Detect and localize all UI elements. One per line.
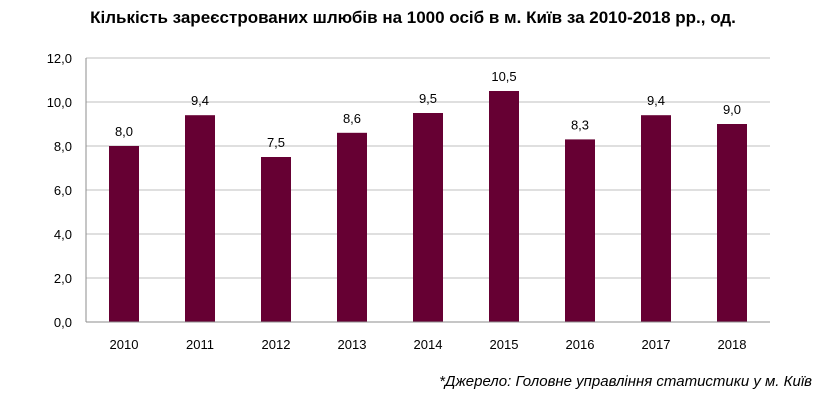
- bar-2010: [109, 146, 139, 322]
- data-label: 9,4: [647, 93, 665, 108]
- y-tick-label: 10,0: [47, 95, 72, 110]
- data-label: 9,5: [419, 91, 437, 106]
- x-tick-label: 2018: [718, 337, 747, 352]
- y-axis-ticks: 0,0 2,0 4,0 6,0 8,0 10,0 12,0: [47, 51, 72, 330]
- data-label: 8,3: [571, 117, 589, 132]
- x-tick-label: 2012: [262, 337, 291, 352]
- bar-2017: [641, 115, 671, 322]
- data-labels: 8,0 9,4 7,5 8,6 9,5 10,5 8,3 9,4 9,0: [115, 69, 741, 150]
- y-tick-label: 8,0: [54, 139, 72, 154]
- x-tick-label: 2014: [414, 337, 443, 352]
- y-tick-label: 6,0: [54, 183, 72, 198]
- bar-2015: [489, 91, 519, 322]
- x-tick-label: 2017: [642, 337, 671, 352]
- bars: [109, 91, 747, 322]
- x-tick-label: 2010: [110, 337, 139, 352]
- data-label: 7,5: [267, 135, 285, 150]
- bar-2016: [565, 139, 595, 322]
- bar-2018: [717, 124, 747, 322]
- x-axis-ticks: 2010 2011 2012 2013 2014 2015 2016 2017 2018: [86, 321, 770, 352]
- x-tick-label: 2011: [186, 337, 214, 352]
- x-tick-label: 2015: [490, 337, 519, 352]
- data-label: 9,0: [723, 102, 741, 117]
- x-tick-label: 2016: [566, 337, 595, 352]
- bar-2013: [337, 132, 367, 322]
- x-tick-label: 2013: [338, 337, 367, 352]
- y-tick-label: 0,0: [54, 315, 72, 330]
- data-label: 8,6: [343, 111, 361, 126]
- bar-2012: [261, 157, 291, 322]
- data-label: 8,0: [115, 124, 133, 139]
- source-note: *Джерело: Головне управління статистики …: [439, 373, 812, 390]
- y-tick-label: 2,0: [54, 271, 72, 286]
- y-tick-label: 4,0: [54, 227, 72, 242]
- data-label: 9,4: [191, 93, 209, 108]
- chart-title: Кількість зареєстрованих шлюбів на 1000 …: [90, 8, 736, 27]
- bar-2011: [185, 115, 215, 322]
- data-label: 10,5: [491, 69, 516, 84]
- bar-2014: [413, 113, 443, 322]
- y-tick-label: 12,0: [47, 51, 72, 66]
